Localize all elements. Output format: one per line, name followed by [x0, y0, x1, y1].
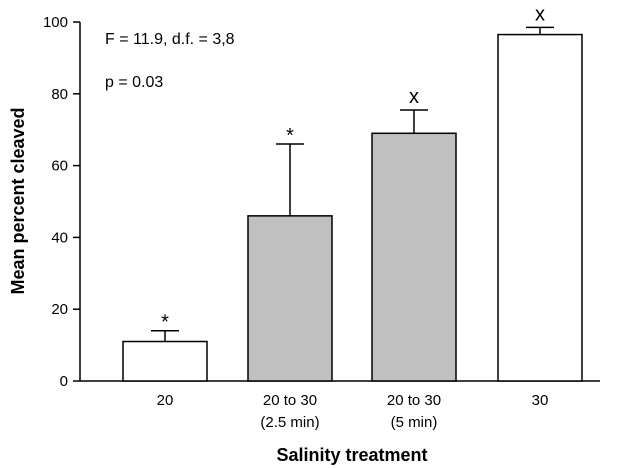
y-axis-title: Mean percent cleaved	[8, 107, 28, 294]
y-ticks: 0 20 40 60 80 100	[43, 14, 80, 390]
annotation-stats: F = 11.9, d.f. = 3,8	[105, 31, 235, 48]
significance-marker: x	[409, 86, 419, 108]
y-tick-label: 0	[60, 373, 68, 390]
annotation-p-value: p = 0.03	[105, 74, 163, 91]
y-tick-label: 60	[51, 158, 68, 175]
bar	[122, 340, 208, 382]
significance-marker: *	[161, 312, 169, 334]
bar	[497, 33, 583, 382]
bars: * * x x	[122, 3, 583, 382]
y-tick-label: 20	[51, 301, 68, 318]
x-axis-title: Salinity treatment	[276, 445, 427, 465]
y-tick-label: 80	[51, 86, 68, 103]
x-ticks: 20 20 to 30 (2.5 min) 20 to 30 (5 min) 30	[157, 392, 549, 431]
x-tick-label: 20 to 30	[263, 392, 317, 409]
significance-marker: *	[286, 125, 294, 147]
y-tick-label: 100	[43, 14, 68, 31]
y-tick-label: 40	[51, 229, 68, 246]
x-tick-label: 20	[157, 392, 174, 409]
bar	[247, 215, 333, 382]
x-tick-label: 30	[532, 392, 549, 409]
x-tick-sublabel: (5 min)	[391, 414, 438, 431]
x-tick-sublabel: (2.5 min)	[260, 414, 319, 431]
x-tick-label: 20 to 30	[387, 392, 441, 409]
significance-marker: x	[535, 3, 545, 25]
bar	[371, 132, 457, 382]
